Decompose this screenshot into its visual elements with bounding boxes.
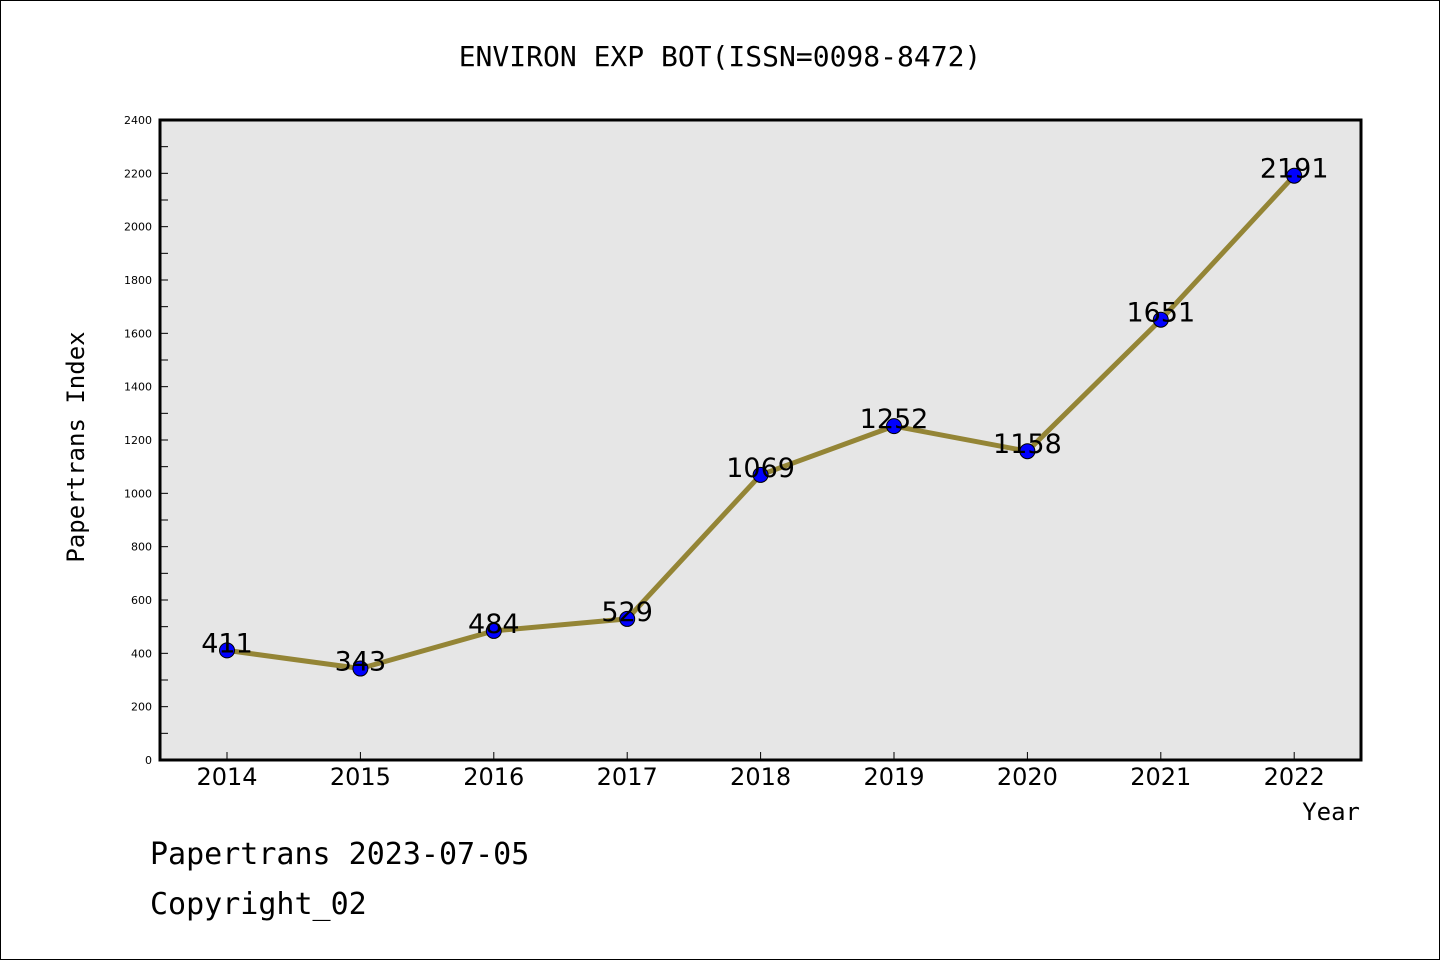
x-tick-label: 2017 <box>597 763 658 791</box>
y-axis: 0 200 400 600 800 1000 1200 1400 1600 1800 2000 220… <box>124 114 168 767</box>
y-tick-label: 1000 <box>124 487 152 500</box>
x-tick-label: 2019 <box>863 763 924 791</box>
plot-area <box>160 120 1361 760</box>
y-tick-label: 2400 <box>124 114 152 127</box>
y-tick-label: 2200 <box>124 167 152 180</box>
data-label: 484 <box>468 609 520 640</box>
data-point <box>619 610 636 627</box>
y-tick-label: 2000 <box>124 221 152 234</box>
data-points <box>219 167 1303 677</box>
data-label: 2191 <box>1260 154 1329 185</box>
x-tick-label: 2016 <box>463 763 524 791</box>
footer-copyright: Copyright_02 <box>150 887 367 922</box>
data-point <box>1286 167 1303 184</box>
data-point <box>1152 311 1169 328</box>
data-label: 1158 <box>993 429 1062 460</box>
data-label: 1252 <box>860 404 929 435</box>
data-point <box>485 622 502 639</box>
data-point <box>886 418 902 435</box>
y-tick-label: 600 <box>131 594 152 607</box>
y-tick-label: 400 <box>131 647 152 660</box>
y-tick-label: 1400 <box>124 381 152 394</box>
data-point <box>752 466 769 483</box>
data-point <box>1019 443 1036 460</box>
x-tick-label: 2020 <box>997 763 1058 791</box>
plot-border <box>158 118 1363 762</box>
data-point <box>352 660 369 677</box>
x-axis-label: Year <box>1302 798 1360 826</box>
x-tick-label: 2014 <box>196 763 257 791</box>
y-tick-label: 1200 <box>124 434 152 447</box>
x-tick-label: 2022 <box>1264 763 1325 791</box>
x-tick-label: 2018 <box>730 763 791 791</box>
x-axis: 2014 2015 2016 2017 2018 2019 2020 2021 2022 <box>196 752 1325 791</box>
footer-date: Papertrans 2023-07-05 <box>150 837 529 872</box>
y-tick-label: 800 <box>131 541 152 554</box>
x-tick-label: 2015 <box>330 763 391 791</box>
x-tick-label: 2021 <box>1130 763 1191 791</box>
data-label: 529 <box>601 597 653 628</box>
data-point <box>219 642 235 659</box>
y-tick-label: 0 <box>145 754 152 767</box>
chart-title: ENVIRON EXP BOT(ISSN=0098-8472) <box>459 40 982 73</box>
data-label: 411 <box>201 628 253 659</box>
data-label: 1651 <box>1126 298 1195 329</box>
y-tick-label: 200 <box>131 701 152 714</box>
data-label: 343 <box>335 647 387 678</box>
y-axis-label: Papertrans Index <box>62 331 90 562</box>
y-tick-label: 1800 <box>124 274 152 287</box>
data-labels: 411 343 484 529 1069 1252 1158 1651 2191 <box>201 154 1328 678</box>
y-tick-label: 1600 <box>124 327 152 340</box>
data-label: 1069 <box>726 453 795 484</box>
